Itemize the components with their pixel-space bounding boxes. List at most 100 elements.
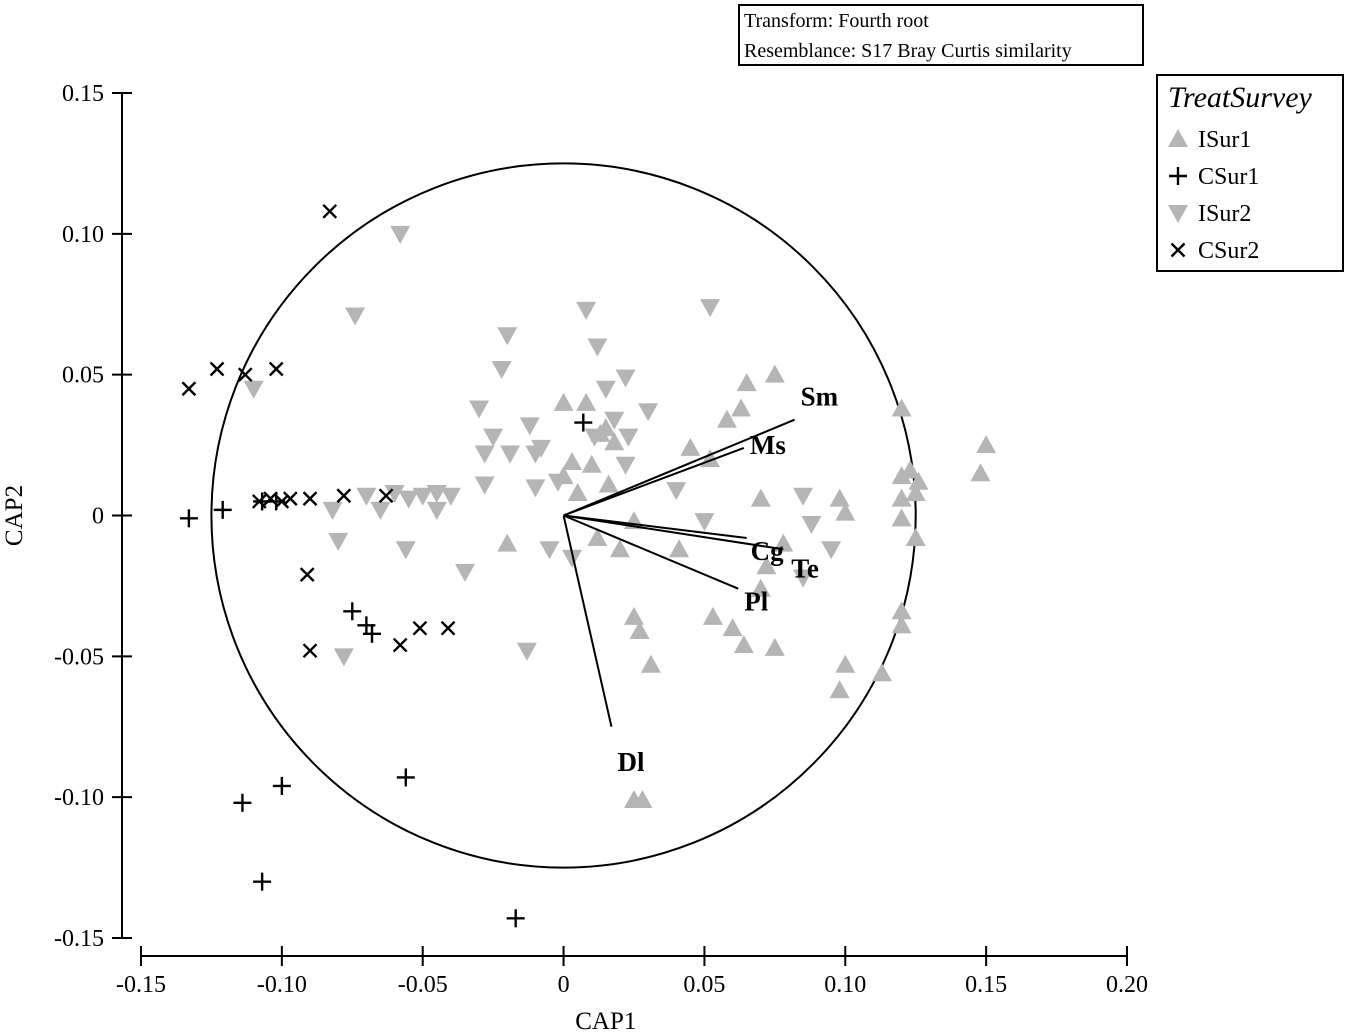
- y-tick-label: 0: [92, 504, 104, 530]
- point-isur1: [680, 437, 701, 456]
- point-isur2: [584, 428, 605, 447]
- point-csur2: [282, 491, 298, 506]
- point-csur2: [237, 367, 253, 383]
- annotation-transform: Transform: Fourth root: [744, 10, 929, 32]
- legend: TreatSurvey ISur1 CSur1 ISur2 CSur2: [1156, 74, 1344, 272]
- point-isur1: [733, 635, 754, 654]
- point-isur2: [666, 482, 687, 501]
- x-axis: -0.15 -0.10 -0.05 0 0.05 0.10 0.15 0.20 CAP1: [116, 946, 1148, 1035]
- point-isur1: [829, 680, 850, 699]
- point-isur1: [764, 364, 785, 383]
- point-isur2: [322, 501, 343, 520]
- point-csur2: [209, 361, 225, 377]
- point-isur2: [328, 532, 349, 551]
- point-isur2: [516, 642, 537, 661]
- point-isur1: [553, 392, 574, 411]
- point-isur2: [398, 490, 419, 509]
- point-isur1: [871, 663, 892, 682]
- point-isur2: [615, 456, 636, 475]
- point-isur2: [531, 439, 552, 458]
- point-isur2: [370, 501, 391, 520]
- point-isur2: [390, 225, 411, 244]
- point-isur1: [629, 620, 650, 639]
- y-tick-label: -0.10: [54, 785, 104, 811]
- vector-label-sm: Sm: [801, 382, 839, 412]
- point-isur1: [598, 474, 619, 493]
- legend-label-csur1: CSur1: [1198, 164, 1259, 190]
- legend-label-isur1: ISur1: [1198, 127, 1251, 153]
- point-isur1: [731, 398, 752, 417]
- point-csur2: [251, 494, 267, 509]
- y-axis: 0.15 0.10 0.05 0 -0.05 -0.10 -0.15 CAP2: [1, 81, 132, 952]
- point-isur2: [356, 487, 377, 506]
- vector-pl: [563, 514, 739, 590]
- data-points: [179, 203, 997, 928]
- point-isur2: [821, 541, 842, 560]
- point-isur2: [474, 445, 495, 464]
- point-isur2: [525, 479, 546, 498]
- point-isur1: [905, 482, 926, 501]
- annotation-resemblance: Resemblance: S17 Bray Curtis similarity: [744, 40, 1072, 62]
- point-isur1: [702, 606, 723, 625]
- point-isur1: [773, 533, 794, 552]
- point-isur2: [483, 428, 504, 447]
- y-tick-label: 0.05: [62, 363, 104, 389]
- point-csur2: [392, 637, 408, 653]
- point-isur2: [491, 361, 512, 380]
- point-csur1: [363, 624, 382, 643]
- point-isur2: [426, 501, 447, 520]
- point-isur2: [384, 484, 405, 503]
- vector-ms: [563, 446, 745, 517]
- point-csur1: [253, 872, 272, 891]
- legend-label-csur2: CSur2: [1198, 238, 1259, 264]
- y-tick-label: -0.05: [54, 644, 104, 670]
- point-csur2: [299, 567, 315, 582]
- point-isur1: [891, 488, 912, 507]
- vector-dl: [562, 515, 613, 727]
- point-isur1: [891, 398, 912, 417]
- point-isur1: [669, 539, 690, 558]
- point-csur2: [412, 620, 428, 636]
- vector-label-cg: Cg: [751, 536, 784, 566]
- point-isur1: [716, 409, 737, 428]
- point-csur2: [378, 488, 394, 504]
- point-isur2: [426, 484, 447, 503]
- point-isur2: [474, 476, 495, 495]
- point-csur1: [506, 909, 525, 928]
- x-tick-label: 0: [558, 972, 570, 998]
- point-isur1: [835, 502, 856, 521]
- legend-marker-isur2: [1168, 205, 1188, 223]
- point-isur2: [500, 445, 521, 464]
- point-csur2: [440, 620, 456, 636]
- correlation-circle: [210, 162, 917, 869]
- legend-marker-isur1: [1168, 129, 1188, 147]
- point-csur1: [574, 413, 593, 432]
- point-isur1: [908, 471, 929, 490]
- point-isur1: [891, 601, 912, 620]
- point-isur2: [801, 515, 822, 534]
- point-isur1: [905, 528, 926, 547]
- point-isur2: [562, 549, 583, 568]
- point-csur1: [213, 500, 232, 519]
- point-isur1: [587, 528, 608, 547]
- point-isur2: [469, 400, 490, 419]
- x-tick-label: 0.20: [1106, 972, 1148, 998]
- point-isur2: [454, 563, 475, 582]
- x-tick-label: -0.05: [398, 972, 448, 998]
- x-tick-label: 0.10: [824, 972, 866, 998]
- point-csur1: [396, 768, 415, 787]
- vector-sm: [563, 418, 795, 517]
- point-isur1: [891, 615, 912, 634]
- y-tick-label: -0.15: [54, 926, 104, 952]
- point-csur2: [302, 491, 318, 506]
- point-csur2: [263, 491, 278, 506]
- point-isur2: [497, 327, 518, 346]
- vector-te: [563, 514, 784, 551]
- point-isur2: [638, 403, 659, 422]
- point-isur1: [891, 466, 912, 485]
- y-tick-label: 0.15: [62, 81, 104, 107]
- x-tick-label: -0.10: [257, 972, 307, 998]
- point-csur1: [233, 793, 252, 812]
- point-isur2: [440, 487, 461, 506]
